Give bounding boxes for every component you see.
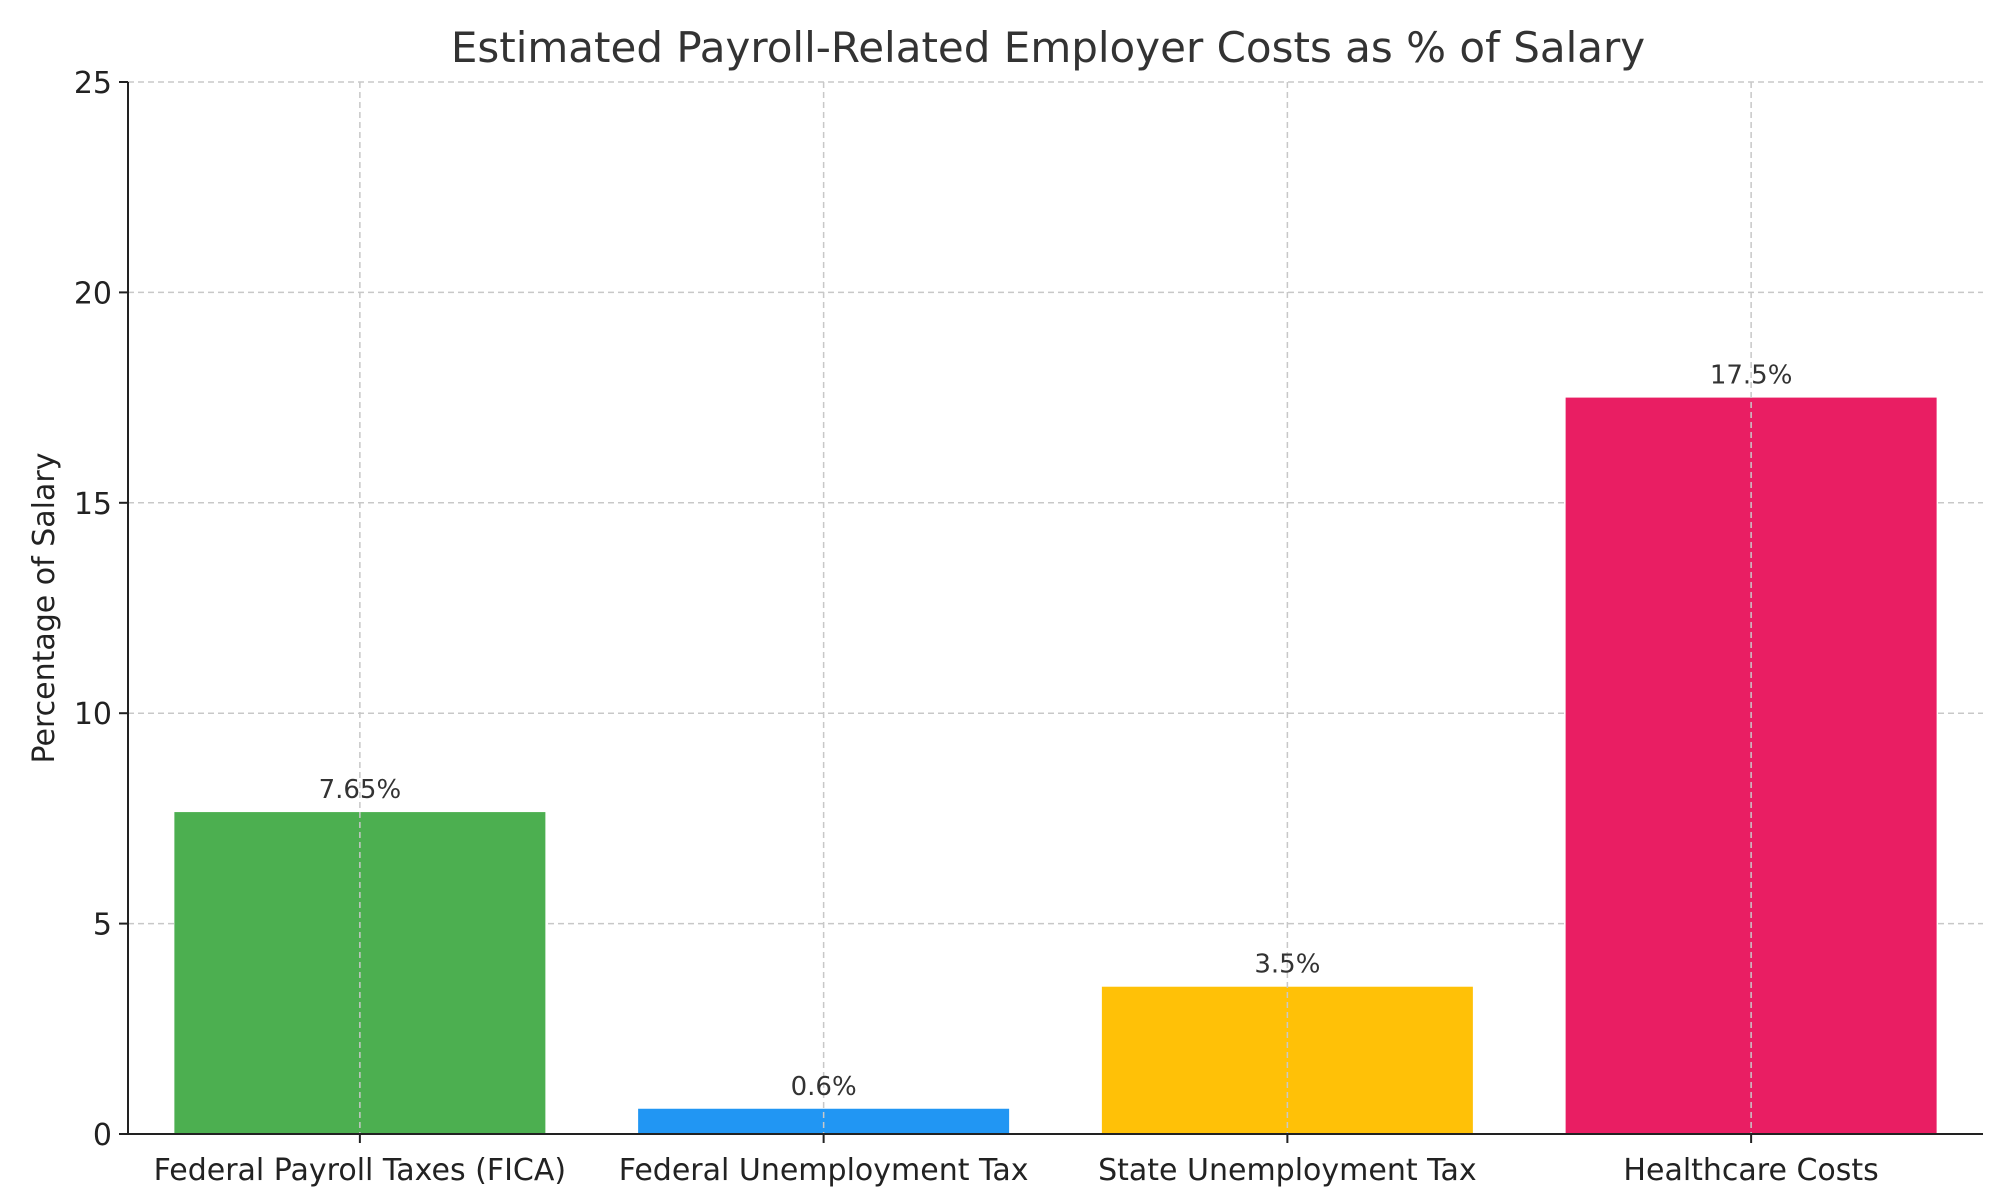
x-tick-label: Federal Payroll Taxes (FICA) (154, 1153, 566, 1188)
bar (1101, 986, 1473, 1134)
bar-value-label: 3.5% (1254, 950, 1320, 980)
bar-value-label: 0.6% (791, 1072, 857, 1102)
vertical-grid (359, 82, 1752, 1134)
bars (174, 397, 1937, 1135)
y-tick-label: 20 (74, 276, 112, 311)
x-tick-label: State Unemployment Tax (1098, 1153, 1477, 1188)
y-tick-label: 0 (93, 1118, 112, 1153)
x-tick-label: Federal Unemployment Tax (619, 1153, 1029, 1188)
y-tick-label: 25 (74, 66, 112, 101)
axes (127, 82, 1983, 1135)
bar-value-label: 7.65% (319, 775, 402, 805)
y-tick-label: 10 (74, 697, 112, 732)
data-labels: 7.65% 0.6% 3.5% 17.5% (319, 361, 1793, 1102)
y-tick-label: 15 (74, 487, 112, 522)
bar-value-label: 17.5% (1710, 361, 1793, 391)
x-ticks: Federal Payroll Taxes (FICA) Federal Unem… (154, 1134, 1879, 1188)
x-tick-label: Healthcare Costs (1623, 1153, 1878, 1188)
chart-title: Estimated Payroll-Related Employer Costs… (451, 23, 1645, 72)
y-tick-label: 5 (93, 908, 112, 943)
y-ticks: 0 5 10 15 20 25 (74, 66, 128, 1153)
y-axis-label: Percentage of Salary (27, 453, 62, 764)
